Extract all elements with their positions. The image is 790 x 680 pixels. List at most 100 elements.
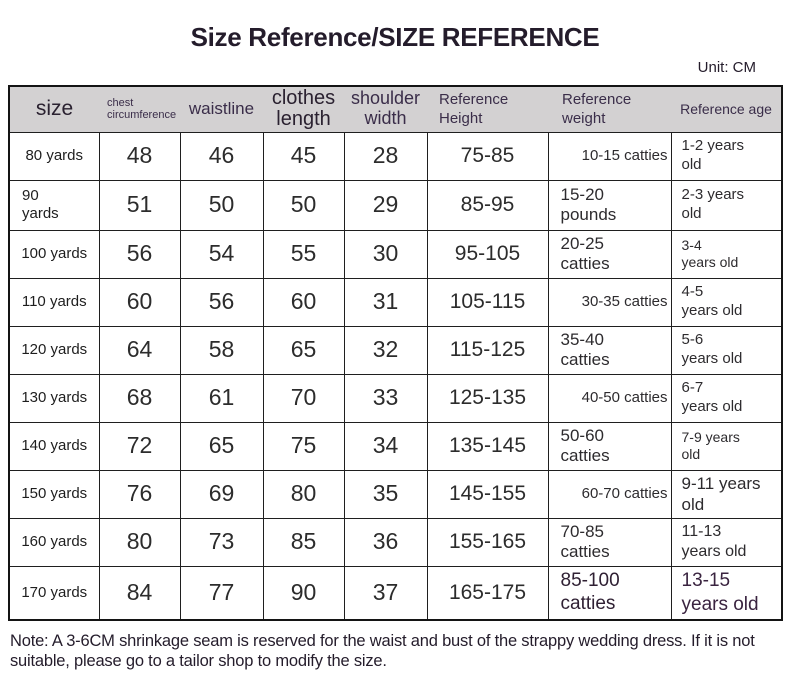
cell-shoulder-width: 32	[343, 325, 428, 375]
table-row: 130 yards 68 61 70 33 125-135 40-50 catties 6-7…	[8, 373, 783, 423]
cell-ref-weight: 85-100 catties	[547, 565, 672, 621]
cell-ref-age: 3-4 years old	[670, 229, 783, 279]
col-header-size: size	[35, 97, 74, 121]
cell-ref-age: 7-9 years old	[670, 421, 783, 471]
cell-shoulder-width: 30	[343, 229, 428, 279]
cell-ref-height: 145-155	[426, 469, 549, 519]
cell-shoulder-width: 37	[343, 565, 428, 621]
table-body: 80 yards 48 46 45 28 75-85 10-15 catties 1-2 ye…	[8, 131, 783, 621]
cell-ref-weight: 70-85 catties	[547, 517, 672, 567]
cell-size: 100 yards	[8, 229, 100, 279]
cell-ref-weight: 30-35 catties	[547, 277, 672, 327]
cell-shoulder-width: 31	[343, 277, 428, 327]
cell-chest: 76	[98, 469, 181, 519]
cell-chest: 48	[98, 131, 181, 181]
cell-ref-age: 6-7 years old	[670, 373, 783, 423]
cell-clothes-length: 80	[262, 469, 345, 519]
cell-waistline: 61	[179, 373, 264, 423]
cell-ref-age: 2-3 years old	[670, 179, 783, 231]
cell-clothes-length: 90	[262, 565, 345, 621]
cell-size: 160 yards	[8, 517, 100, 567]
cell-shoulder-width: 28	[343, 131, 428, 181]
table-row: 140 yards 72 65 75 34 135-145 50-60 catties 7-9…	[8, 421, 783, 471]
cell-waistline: 46	[179, 131, 264, 181]
header-row: size chest circumference waistline cloth…	[9, 86, 782, 132]
cell-clothes-length: 55	[262, 229, 345, 279]
cell-ref-height: 165-175	[426, 565, 549, 621]
cell-ref-height: 75-85	[426, 131, 549, 181]
cell-waistline: 50	[179, 179, 264, 231]
cell-ref-height: 85-95	[426, 179, 549, 231]
cell-ref-height: 105-115	[426, 277, 549, 327]
cell-shoulder-width: 34	[343, 421, 428, 471]
page-title: Size Reference/SIZE REFERENCE	[190, 22, 600, 52]
cell-waistline: 58	[179, 325, 264, 375]
cell-ref-height: 135-145	[426, 421, 549, 471]
cell-size: 130 yards	[8, 373, 100, 423]
cell-chest: 84	[98, 565, 181, 621]
table-row: 150 yards 76 69 80 35 145-155 60-70 catties 9-1…	[8, 469, 783, 519]
cell-ref-weight: 60-70 catties	[547, 469, 672, 519]
cell-ref-age: 4-5 years old	[670, 277, 783, 327]
cell-chest: 72	[98, 421, 181, 471]
cell-size: 120 yards	[8, 325, 100, 375]
cell-clothes-length: 65	[262, 325, 345, 375]
cell-ref-age: 1-2 years old	[670, 131, 783, 181]
table-row: 160 yards 80 73 85 36 155-165 70-85 catties 11-…	[8, 517, 783, 567]
cell-shoulder-width: 35	[343, 469, 428, 519]
cell-size: 170 yards	[8, 565, 100, 621]
cell-ref-age: 11-13 years old	[670, 517, 783, 567]
cell-ref-weight: 10-15 catties	[547, 131, 672, 181]
cell-waistline: 73	[179, 517, 264, 567]
cell-size: 140 yards	[8, 421, 100, 471]
cell-ref-weight: 15-20 pounds	[547, 179, 672, 231]
cell-ref-weight: 40-50 catties	[547, 373, 672, 423]
cell-waistline: 54	[179, 229, 264, 279]
unit-label: Unit: CM	[697, 59, 756, 76]
cell-clothes-length: 70	[262, 373, 345, 423]
table-row: 90 yards 51 50 50 29 85-95 15-20 pounds 2-3 yea…	[8, 179, 783, 231]
cell-size: 90 yards	[8, 179, 100, 231]
table-row: 170 yards 84 77 90 37 165-175 85-100 catties 13…	[8, 565, 783, 621]
cell-ref-weight: 35-40 catties	[547, 325, 672, 375]
table-row: 120 yards 64 58 65 32 115-125 35-40 catties 5-6…	[8, 325, 783, 375]
cell-size: 110 yards	[8, 277, 100, 327]
cell-ref-height: 95-105	[426, 229, 549, 279]
cell-waistline: 65	[179, 421, 264, 471]
col-header-clothes-length: clothes length	[271, 87, 336, 131]
cell-shoulder-width: 36	[343, 517, 428, 567]
cell-clothes-length: 75	[262, 421, 345, 471]
cell-chest: 60	[98, 277, 181, 327]
cell-clothes-length: 85	[262, 517, 345, 567]
cell-waistline: 77	[179, 565, 264, 621]
cell-ref-age: 5-6 years old	[670, 325, 783, 375]
col-header-ref-age: Reference age	[680, 101, 772, 118]
cell-ref-weight: 50-60 catties	[547, 421, 672, 471]
col-header-ref-height: Reference Height	[439, 90, 509, 128]
cell-waistline: 56	[179, 277, 264, 327]
table-row: 100 yards 56 54 55 30 95-105 20-25 catties 3-4 …	[8, 229, 783, 279]
cell-size: 150 yards	[8, 469, 100, 519]
col-header-ref-weight: Reference weight	[562, 90, 632, 128]
cell-ref-age: 9-11 years old	[670, 469, 783, 519]
cell-ref-height: 155-165	[426, 517, 549, 567]
cell-chest: 64	[98, 325, 181, 375]
size-table: size chest circumference waistline cloth…	[8, 85, 783, 621]
table-header: size chest circumference waistline cloth…	[9, 86, 782, 132]
cell-chest: 80	[98, 517, 181, 567]
table-row: 110 yards 60 56 60 31 105-115 30-35 catties 4-5…	[8, 277, 783, 327]
col-header-chest: chest circumference	[107, 96, 177, 122]
cell-waistline: 69	[179, 469, 264, 519]
cell-size: 80 yards	[8, 131, 100, 181]
cell-clothes-length: 60	[262, 277, 345, 327]
cell-chest: 68	[98, 373, 181, 423]
col-header-waistline: waistline	[188, 99, 255, 119]
cell-clothes-length: 45	[262, 131, 345, 181]
cell-shoulder-width: 33	[343, 373, 428, 423]
cell-ref-height: 125-135	[426, 373, 549, 423]
cell-shoulder-width: 29	[343, 179, 428, 231]
cell-ref-height: 115-125	[426, 325, 549, 375]
cell-chest: 51	[98, 179, 181, 231]
note-text: Note: A 3-6CM shrinkage seam is reserved…	[10, 632, 755, 671]
